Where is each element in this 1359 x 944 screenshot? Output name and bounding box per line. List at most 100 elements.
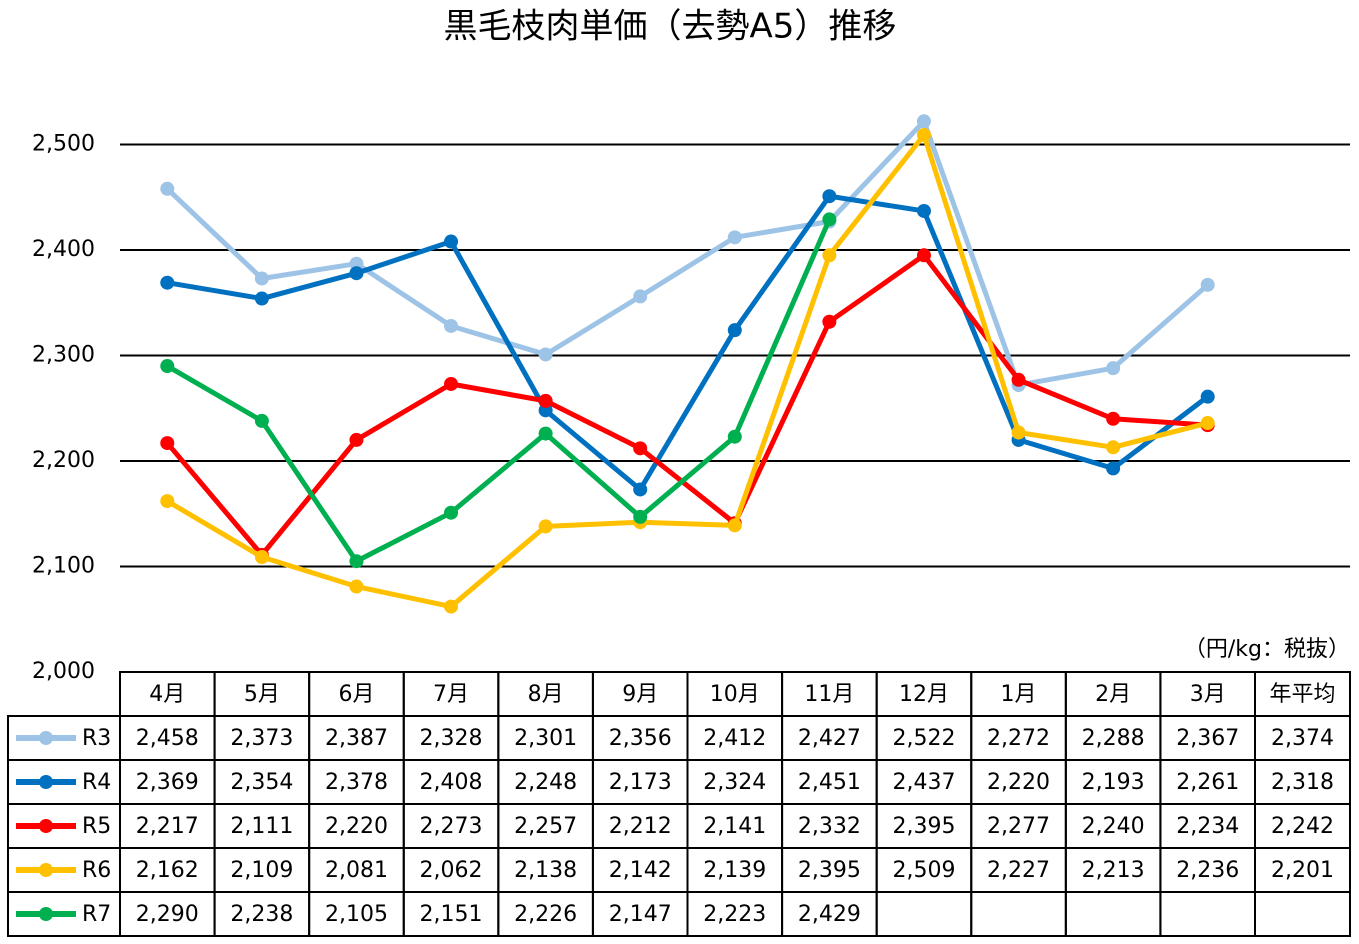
data-point [1200, 277, 1215, 292]
table-value: 2,217 [136, 814, 199, 839]
data-point [538, 426, 553, 441]
table-value: 2,369 [136, 770, 199, 795]
table-value: 2,062 [420, 858, 483, 883]
table-value: 2,142 [609, 858, 672, 883]
table-cell [1064, 891, 1162, 937]
series-line [165, 118, 1210, 388]
table-value: 2,412 [703, 726, 766, 751]
table-value: 2,213 [1082, 858, 1145, 883]
data-point [538, 519, 553, 534]
table-value: 2,147 [609, 902, 672, 927]
data-point [160, 436, 175, 451]
data-point [349, 579, 364, 594]
table-average: 2,374 [1271, 726, 1334, 751]
data-point [160, 494, 175, 509]
table-value: 2,111 [230, 814, 293, 839]
table-value: 2,272 [987, 726, 1050, 751]
data-point [349, 432, 364, 447]
y-tick-label: 2,500 [32, 132, 95, 157]
y-tick-label: 2,200 [32, 448, 95, 473]
data-point [1200, 416, 1215, 431]
table-value: 2,139 [703, 858, 766, 883]
table-value: 2,522 [892, 726, 955, 751]
y-tick-label: 2,000 [32, 659, 95, 684]
table-average: 2,201 [1271, 858, 1334, 883]
data-point [633, 509, 648, 524]
data-point [916, 203, 931, 218]
series-line [166, 193, 1210, 492]
column-header: 年平均 [1269, 682, 1335, 707]
table-value: 2,220 [325, 814, 388, 839]
table-value: 2,081 [325, 858, 388, 883]
y-tick-label: 2,100 [32, 554, 95, 579]
table-value: 2,240 [1082, 814, 1145, 839]
legend-marker [39, 819, 53, 833]
table-average: 2,318 [1271, 770, 1334, 795]
table-value: 2,328 [420, 726, 483, 751]
y-tick-label: 2,300 [32, 343, 95, 368]
table-cell [1254, 891, 1351, 937]
data-point [444, 505, 459, 520]
table-value: 2,236 [1176, 858, 1239, 883]
data-point [349, 554, 364, 569]
table-cell [875, 891, 973, 937]
data-point [633, 441, 648, 456]
legend-label: R5 [82, 814, 111, 839]
column-header: 10月 [710, 682, 760, 707]
column-header: 8月 [528, 682, 564, 707]
data-point [1106, 361, 1121, 376]
unit-note: （円/kg：税抜） [1184, 637, 1350, 662]
table-value: 2,458 [136, 726, 199, 751]
legend-marker [39, 863, 53, 877]
table-value: 2,373 [230, 726, 293, 751]
table-value: 2,151 [420, 902, 483, 927]
series-line [165, 252, 1208, 558]
table-value: 2,301 [514, 726, 577, 751]
column-header: 11月 [804, 682, 854, 707]
data-point [1106, 440, 1121, 455]
series-line [166, 218, 832, 564]
table-value: 2,332 [798, 814, 861, 839]
legend-label: R6 [82, 858, 111, 883]
data-point [1200, 389, 1215, 404]
table-value: 2,105 [325, 902, 388, 927]
data-point [916, 248, 931, 263]
column-header: 4月 [149, 682, 185, 707]
table-value: 2,427 [798, 726, 861, 751]
data-point [916, 128, 931, 143]
column-header: 12月 [899, 682, 949, 707]
table-average: 2,242 [1271, 814, 1334, 839]
table-value: 2,509 [892, 858, 955, 883]
data-point [1011, 372, 1026, 387]
table-value: 2,234 [1176, 814, 1239, 839]
column-header: 3月 [1190, 682, 1226, 707]
column-header: 9月 [622, 682, 658, 707]
table-value: 2,356 [609, 726, 672, 751]
table-value: 2,277 [987, 814, 1050, 839]
table-value: 2,354 [230, 770, 293, 795]
table-value: 2,324 [703, 770, 766, 795]
table-value: 2,248 [514, 770, 577, 795]
table-value: 2,138 [514, 858, 577, 883]
table-value: 2,212 [609, 814, 672, 839]
table-value: 2,288 [1082, 726, 1145, 751]
table-value: 2,437 [892, 770, 955, 795]
legend-marker [39, 907, 53, 921]
table-value: 2,193 [1082, 770, 1145, 795]
table-value: 2,395 [798, 858, 861, 883]
table-value: 2,226 [514, 902, 577, 927]
column-header: 6月 [338, 682, 374, 707]
table-value: 2,408 [420, 770, 483, 795]
data-point [822, 212, 837, 227]
data-point [822, 189, 837, 204]
table-value: 2,273 [420, 814, 483, 839]
column-header: 1月 [1001, 682, 1037, 707]
chart-title: 黒毛枝肉単価（去勢A5）推移 [444, 7, 897, 47]
data-point [822, 314, 837, 329]
data-point [538, 393, 553, 408]
data-point [444, 599, 459, 614]
table-value: 2,227 [987, 858, 1050, 883]
table-value: 2,257 [514, 814, 577, 839]
table-value: 2,367 [1176, 726, 1239, 751]
legend-marker [39, 731, 53, 745]
